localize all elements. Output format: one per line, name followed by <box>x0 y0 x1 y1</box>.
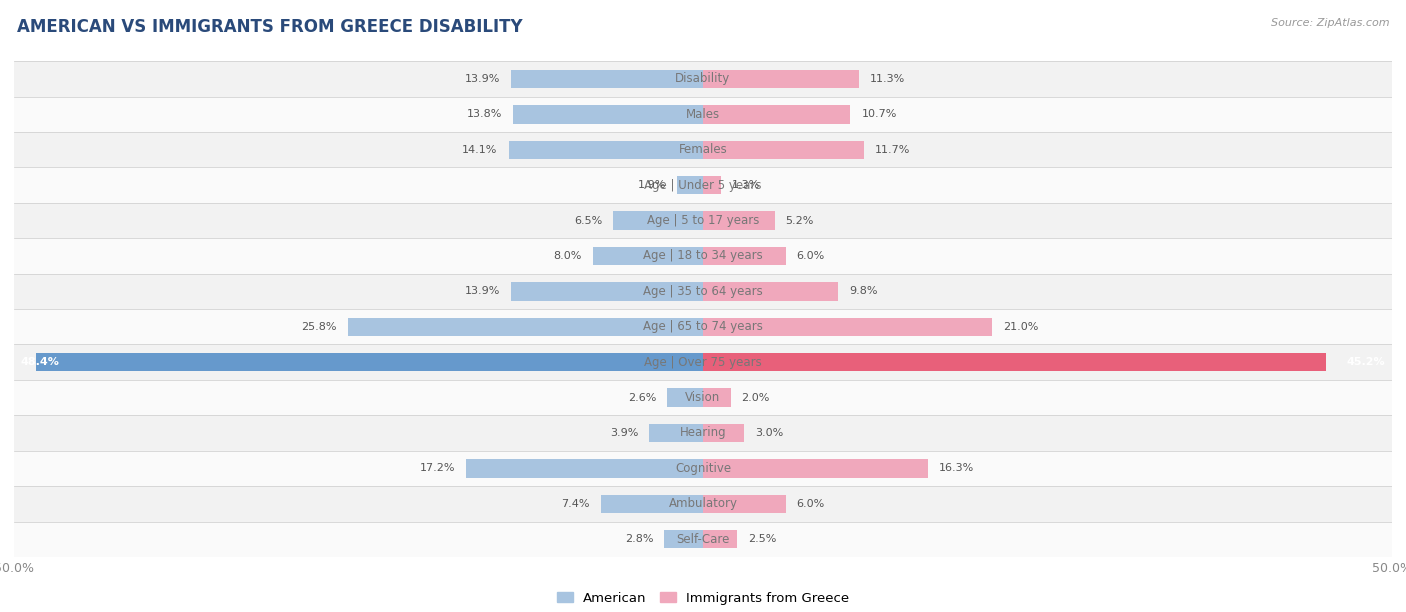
Text: Source: ZipAtlas.com: Source: ZipAtlas.com <box>1271 18 1389 28</box>
Text: 17.2%: 17.2% <box>419 463 456 474</box>
Text: 9.8%: 9.8% <box>849 286 877 296</box>
Bar <box>14 521 1392 557</box>
Text: Age | 65 to 74 years: Age | 65 to 74 years <box>643 320 763 334</box>
Bar <box>14 309 1392 345</box>
Text: Cognitive: Cognitive <box>675 462 731 475</box>
Text: Males: Males <box>686 108 720 121</box>
Bar <box>14 345 1392 380</box>
Bar <box>14 132 1392 168</box>
Text: 2.8%: 2.8% <box>624 534 654 544</box>
Bar <box>703 282 838 300</box>
Text: 25.8%: 25.8% <box>301 322 336 332</box>
Bar <box>703 70 859 88</box>
Bar <box>512 70 703 88</box>
Text: Age | 18 to 34 years: Age | 18 to 34 years <box>643 250 763 263</box>
Bar <box>703 141 865 159</box>
Text: 13.9%: 13.9% <box>465 74 501 84</box>
Text: 13.8%: 13.8% <box>467 110 502 119</box>
Legend: American, Immigrants from Greece: American, Immigrants from Greece <box>551 586 855 610</box>
Text: 1.3%: 1.3% <box>733 180 761 190</box>
Text: 3.9%: 3.9% <box>610 428 638 438</box>
Bar <box>703 211 775 230</box>
Text: 10.7%: 10.7% <box>862 110 897 119</box>
Text: 1.9%: 1.9% <box>637 180 666 190</box>
Bar <box>703 353 1326 371</box>
Bar <box>703 105 851 124</box>
Text: 16.3%: 16.3% <box>939 463 974 474</box>
Text: 6.0%: 6.0% <box>797 251 825 261</box>
Bar <box>703 247 786 265</box>
Bar <box>14 61 1392 97</box>
Text: Females: Females <box>679 143 727 156</box>
Bar <box>613 211 703 230</box>
Bar <box>465 459 703 477</box>
Text: Age | 35 to 64 years: Age | 35 to 64 years <box>643 285 763 298</box>
Text: AMERICAN VS IMMIGRANTS FROM GREECE DISABILITY: AMERICAN VS IMMIGRANTS FROM GREECE DISAB… <box>17 18 523 36</box>
Bar <box>600 494 703 513</box>
Bar <box>668 389 703 407</box>
Text: 6.0%: 6.0% <box>797 499 825 509</box>
Bar <box>703 318 993 336</box>
Text: 11.3%: 11.3% <box>870 74 905 84</box>
Bar <box>650 424 703 442</box>
Bar <box>509 141 703 159</box>
Text: 13.9%: 13.9% <box>465 286 501 296</box>
Text: 6.5%: 6.5% <box>574 215 602 226</box>
Bar <box>14 168 1392 203</box>
Bar <box>665 530 703 548</box>
Bar <box>703 424 744 442</box>
Bar <box>703 389 731 407</box>
Text: 7.4%: 7.4% <box>561 499 591 509</box>
Text: 2.5%: 2.5% <box>748 534 778 544</box>
Bar <box>703 530 738 548</box>
Bar <box>593 247 703 265</box>
Text: 21.0%: 21.0% <box>1004 322 1039 332</box>
Bar <box>14 203 1392 238</box>
Bar <box>347 318 703 336</box>
Text: Age | Over 75 years: Age | Over 75 years <box>644 356 762 368</box>
Bar <box>14 274 1392 309</box>
Text: 5.2%: 5.2% <box>786 215 814 226</box>
Bar <box>703 494 786 513</box>
Bar <box>676 176 703 195</box>
Bar <box>14 450 1392 486</box>
Text: Hearing: Hearing <box>679 427 727 439</box>
Text: 11.7%: 11.7% <box>875 144 911 155</box>
Bar <box>14 416 1392 450</box>
Bar <box>14 380 1392 416</box>
Text: 45.2%: 45.2% <box>1347 357 1385 367</box>
Text: Age | 5 to 17 years: Age | 5 to 17 years <box>647 214 759 227</box>
Text: Self-Care: Self-Care <box>676 532 730 546</box>
Text: 2.0%: 2.0% <box>741 392 770 403</box>
Text: 3.0%: 3.0% <box>755 428 783 438</box>
Bar <box>512 282 703 300</box>
Bar <box>37 353 703 371</box>
Bar <box>14 238 1392 274</box>
Bar <box>513 105 703 124</box>
Text: Disability: Disability <box>675 72 731 86</box>
Text: 8.0%: 8.0% <box>554 251 582 261</box>
Bar <box>703 459 928 477</box>
Text: Ambulatory: Ambulatory <box>668 498 738 510</box>
Text: Vision: Vision <box>685 391 721 404</box>
Text: 14.1%: 14.1% <box>463 144 498 155</box>
Text: 48.4%: 48.4% <box>21 357 60 367</box>
Bar <box>14 97 1392 132</box>
Bar <box>703 176 721 195</box>
Text: 2.6%: 2.6% <box>627 392 657 403</box>
Bar <box>14 486 1392 521</box>
Text: Age | Under 5 years: Age | Under 5 years <box>644 179 762 192</box>
